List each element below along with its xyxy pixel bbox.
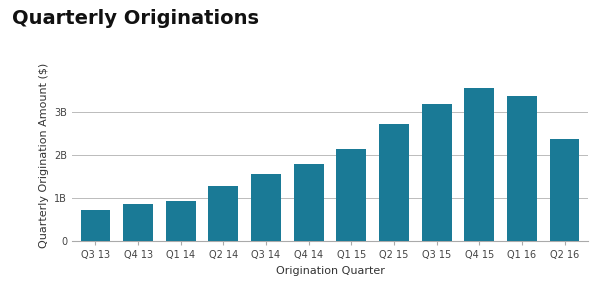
Bar bbox=[507, 96, 537, 241]
Bar bbox=[550, 139, 580, 241]
Bar bbox=[337, 149, 366, 241]
Bar bbox=[208, 186, 238, 241]
X-axis label: Origination Quarter: Origination Quarter bbox=[275, 266, 385, 276]
Bar bbox=[294, 164, 323, 241]
Bar bbox=[251, 174, 281, 241]
Bar bbox=[80, 210, 110, 241]
Bar bbox=[464, 88, 494, 241]
Bar bbox=[422, 104, 452, 241]
Y-axis label: Quarterly Origination Amount ($): Quarterly Origination Amount ($) bbox=[38, 62, 49, 248]
Bar bbox=[166, 201, 196, 241]
Bar bbox=[123, 204, 153, 241]
Text: Quarterly Originations: Quarterly Originations bbox=[12, 9, 259, 28]
Bar bbox=[379, 124, 409, 241]
